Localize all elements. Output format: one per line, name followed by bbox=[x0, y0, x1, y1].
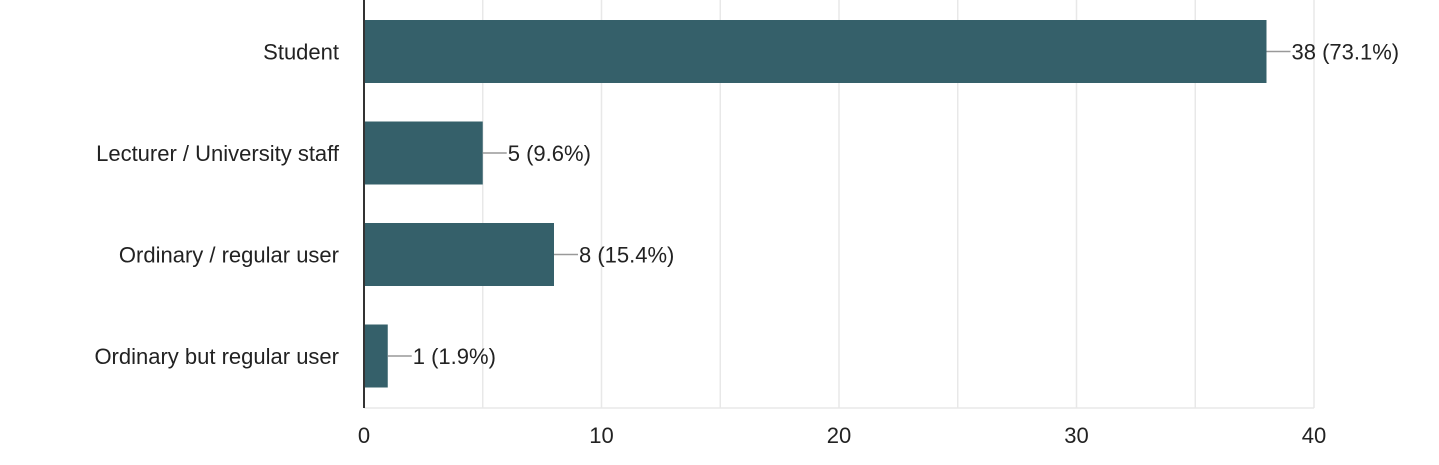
x-tick-label: 0 bbox=[358, 423, 370, 448]
labels: 38 (73.1%) Student 5 (9.6%) Lecturer / Univ… bbox=[94, 40, 1399, 370]
x-tick-label: 10 bbox=[589, 423, 613, 448]
bar bbox=[364, 20, 1267, 83]
axes: 0 10 20 30 40 bbox=[358, 0, 1326, 448]
category-label: Ordinary but regular user bbox=[94, 344, 339, 369]
bar bbox=[364, 223, 554, 286]
data-label: 38 (73.1%) bbox=[1292, 40, 1400, 65]
category-label: Lecturer / University staff bbox=[96, 141, 340, 166]
data-label: 1 (1.9%) bbox=[413, 344, 496, 369]
x-tick-label: 40 bbox=[1302, 423, 1326, 448]
bar bbox=[364, 121, 483, 185]
bar bbox=[364, 324, 388, 388]
category-label: Ordinary / regular user bbox=[119, 243, 339, 268]
category-label: Student bbox=[263, 40, 339, 65]
x-tick-label: 30 bbox=[1064, 423, 1088, 448]
bars bbox=[364, 20, 1267, 388]
x-tick-label: 20 bbox=[827, 423, 851, 448]
data-label: 8 (15.4%) bbox=[579, 243, 674, 268]
data-label: 5 (9.6%) bbox=[508, 141, 591, 166]
